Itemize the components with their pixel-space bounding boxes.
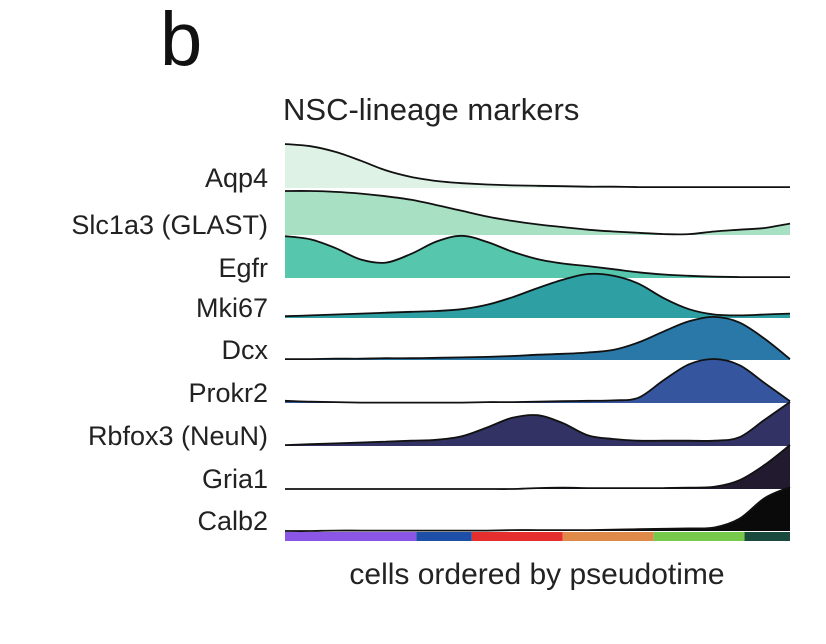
ridge-line-mki67	[284, 272, 791, 318]
ridge-line-prokr2	[284, 358, 791, 404]
row-label-rbfox3-neun: Rbfox3 (NeuN)	[88, 421, 268, 451]
row-label-egfr: Egfr	[218, 253, 268, 283]
ridges-group	[284, 143, 791, 532]
pseudotime-segment-6	[744, 532, 790, 541]
row-label-dcx: Dcx	[222, 335, 269, 365]
ridge-area-egfr	[285, 235, 790, 278]
pseudotime-segment-2	[416, 532, 472, 541]
ridge-line-rbfox3-neun	[284, 401, 791, 446]
ridge-area-rbfox3-neun	[285, 402, 790, 446]
ridge-area-gria1	[285, 445, 790, 490]
row-label-prokr2: Prokr2	[188, 378, 268, 408]
ridge-area-dcx	[285, 316, 790, 360]
row-label-calb2: Calb2	[197, 506, 268, 536]
pseudotime-bar	[285, 532, 790, 541]
row-labels-group: Aqp4 Slc1a3 (GLAST) Egfr Mki67 Dcx Prokr2 Rbfo…	[71, 163, 268, 536]
pseudotime-segment-4	[562, 532, 654, 541]
ridge-area-calb2	[285, 487, 790, 532]
ridge-line-aqp4	[284, 143, 790, 189]
ridge-line-egfr	[284, 234, 790, 279]
ridge-line-gria1	[285, 444, 791, 490]
row-label-slc1a3-glast: Slc1a3 (GLAST)	[71, 210, 268, 240]
pseudotime-segment-1	[285, 532, 417, 541]
chart-title: NSC-lineage markers	[283, 92, 579, 127]
ridge-area-mki67	[285, 273, 790, 318]
ridge-area-slc1a3-glast	[285, 190, 790, 235]
ridge-line-slc1a3-glast	[284, 190, 791, 236]
row-label-aqp4: Aqp4	[205, 163, 268, 193]
ridge-line-calb2	[284, 486, 791, 532]
pseudotime-segment-3	[471, 532, 563, 541]
pseudotime-segment-5	[653, 532, 745, 541]
row-label-mki67: Mki67	[196, 293, 268, 323]
ridge-area-prokr2	[285, 358, 790, 403]
panel-label: b	[160, 0, 203, 82]
ridge-area-aqp4	[285, 144, 790, 188]
x-axis-label: cells ordered by pseudotime	[349, 558, 724, 591]
row-label-gria1: Gria1	[202, 464, 268, 494]
ridge-line-dcx	[284, 315, 791, 361]
